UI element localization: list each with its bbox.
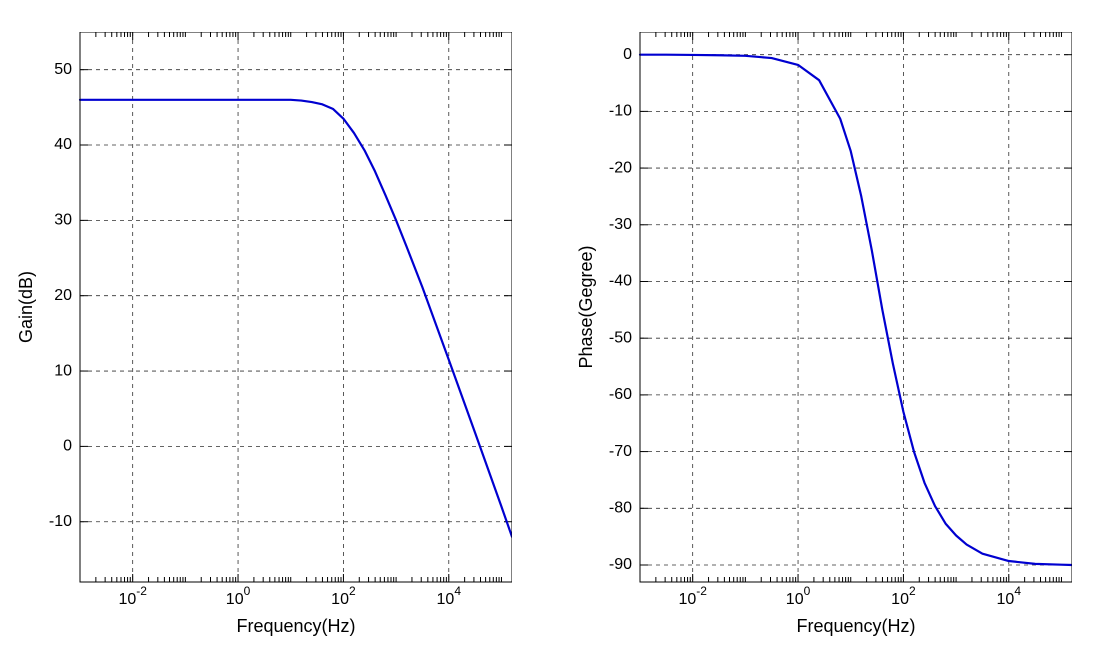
y-tick-label: 40 xyxy=(54,136,72,153)
y-tick-label: 10 xyxy=(54,362,72,379)
y-tick-label: -80 xyxy=(609,500,632,517)
y-tick-label: -30 xyxy=(609,216,632,233)
y-tick-label: 30 xyxy=(54,212,72,229)
y-tick-label: -10 xyxy=(49,513,72,530)
y-tick-label: 0 xyxy=(623,46,632,63)
x-tick-label: 104 xyxy=(437,584,462,608)
y-tick-label: 0 xyxy=(63,438,72,455)
y-tick-label: -90 xyxy=(609,556,632,573)
y-tick-label: -20 xyxy=(609,159,632,176)
x-tick-label: 100 xyxy=(226,584,251,608)
phase-plot-panel: Phase(Gegree) Frequency(Hz) -90-80-70-60… xyxy=(584,32,1072,640)
y-tick-label: -50 xyxy=(609,329,632,346)
y-tick-label: -70 xyxy=(609,443,632,460)
y-tick-label: -10 xyxy=(609,103,632,120)
data-line xyxy=(80,100,512,537)
x-tick-label: 100 xyxy=(786,584,811,608)
phase-plot: -90 -80 -70 -60 -50 -40 -30 -20 -10 0 10-2 100 102 10… xyxy=(584,32,1072,640)
gain-plot-panel: Gain(dB) Frequency(Hz) -100102030405010-… xyxy=(24,32,512,640)
y-tick-label: -40 xyxy=(609,273,632,290)
bode-plots-page: Gain(dB) Frequency(Hz) -100102030405010-… xyxy=(0,0,1118,672)
x-tick-label: 102 xyxy=(331,584,356,608)
x-tick-label: 10-2 xyxy=(118,584,147,608)
y-tick-label: 20 xyxy=(54,287,72,304)
gain-plot: -10 0 10 20 30 40 50 10-2 100 102 104 xyxy=(24,32,512,640)
y-tick-label: -60 xyxy=(609,386,632,403)
x-tick-label: 102 xyxy=(891,584,916,608)
y-tick-label: 50 xyxy=(54,61,72,78)
data-line xyxy=(640,55,1072,565)
x-tick-label: 104 xyxy=(997,584,1022,608)
x-tick-label: 10-2 xyxy=(678,584,707,608)
